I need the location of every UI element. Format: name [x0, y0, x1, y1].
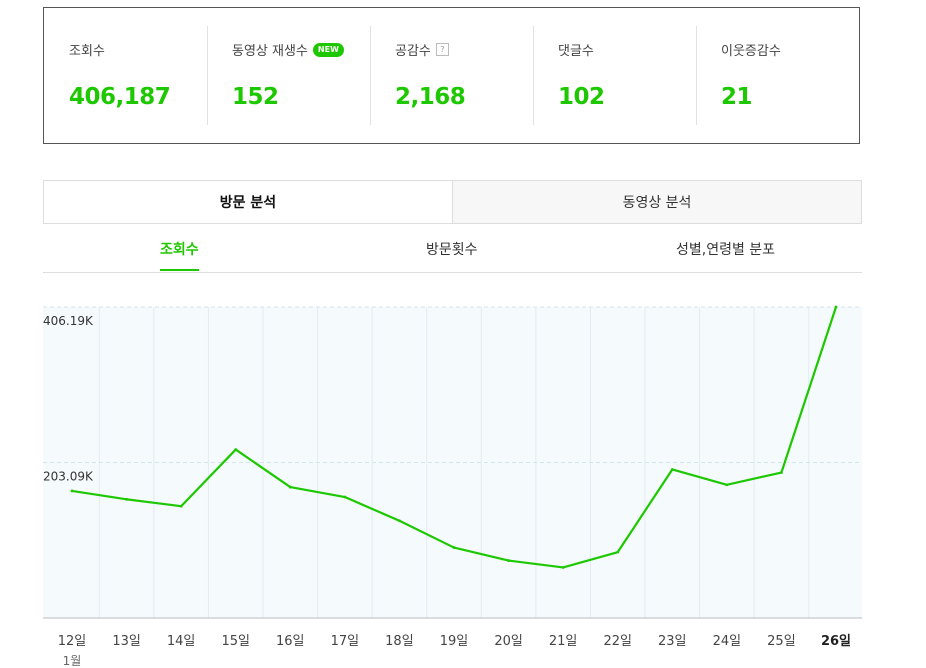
x-tick-label: 24일: [713, 634, 742, 649]
data-point: [70, 489, 74, 493]
stat-label-wrap: 공감수 ?: [395, 40, 449, 59]
x-tick-label: 23일: [658, 634, 687, 649]
data-point: [125, 497, 128, 501]
stat-value: 2,168: [395, 84, 466, 110]
data-point: [343, 495, 347, 499]
data-point: [670, 468, 674, 471]
y-tick-label: 406.19K: [43, 314, 94, 328]
x-tick-label: 21일: [549, 634, 578, 649]
stat-video-plays: 동영상 재생수 NEW 152: [207, 8, 370, 143]
data-point: [288, 485, 292, 489]
stat-likes: 공감수 ? 2,168: [370, 8, 533, 143]
data-point: [179, 504, 183, 508]
new-badge: NEW: [312, 42, 344, 57]
data-point: [507, 559, 510, 562]
x-tick-label: 14일: [167, 634, 196, 649]
sub-tabs: 조회수 방문횟수 성별,연령별 분포: [43, 230, 862, 273]
subtab-visit-count[interactable]: 방문횟수: [426, 242, 478, 258]
data-point: [398, 519, 401, 523]
stat-neighbors: 이웃증감수 21: [696, 8, 859, 143]
x-tick-label: 12일: [58, 634, 87, 649]
data-point: [616, 550, 620, 554]
x-tick-label: 19일: [440, 634, 469, 649]
stat-label: 댓글수: [558, 44, 594, 59]
y-tick-label: 203.09K: [43, 470, 94, 484]
x-tick-label: 25일: [767, 634, 796, 649]
x-tick-label: 15일: [221, 634, 250, 649]
stat-value: 152: [232, 84, 279, 110]
subtab-demographics[interactable]: 성별,연령별 분포: [676, 242, 776, 258]
stat-label: 조회수: [69, 44, 105, 59]
data-point: [725, 483, 729, 487]
subtab-views[interactable]: 조회수: [160, 239, 199, 271]
month-label: 1월: [63, 654, 82, 668]
data-point: [780, 471, 783, 474]
data-point: [561, 566, 565, 569]
stat-comments: 댓글수 102: [533, 8, 696, 143]
stat-label: 동영상 재생수: [232, 44, 308, 59]
x-tick-label: 18일: [385, 634, 414, 649]
help-icon[interactable]: ?: [435, 43, 449, 56]
tab-visit-analysis[interactable]: 방문 분석: [44, 181, 452, 223]
data-point: [452, 546, 456, 549]
data-point: [834, 305, 838, 309]
x-tick-label: 16일: [276, 634, 305, 649]
x-tick-label: 22일: [603, 634, 632, 649]
stat-value: 406,187: [69, 84, 171, 110]
x-tick-label: 17일: [331, 634, 360, 649]
main-tabs: 방문 분석 동영상 분석: [43, 180, 862, 224]
stat-value: 102: [558, 84, 605, 110]
x-tick-label: 13일: [112, 634, 141, 649]
stat-value: 21: [721, 84, 753, 110]
stat-views: 조회수 406,187: [44, 8, 207, 143]
data-point: [234, 448, 238, 451]
x-tick-label: 20일: [494, 634, 523, 649]
stats-summary: 조회수 406,187 동영상 재생수 NEW 152 공감수 ? 2,168 …: [43, 7, 860, 144]
tab-video-analysis[interactable]: 동영상 분석: [452, 181, 861, 223]
stat-label-wrap: 동영상 재생수 NEW: [232, 40, 344, 59]
stat-label: 이웃증감수: [721, 44, 781, 59]
x-tick-label: 26일: [821, 634, 851, 649]
stat-label: 공감수: [395, 44, 431, 59]
